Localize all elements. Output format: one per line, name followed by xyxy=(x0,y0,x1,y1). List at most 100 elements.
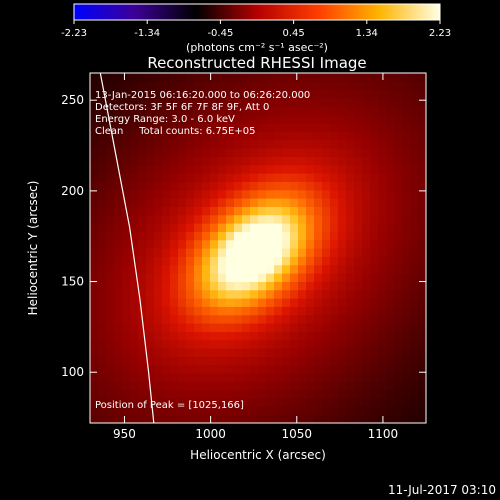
heatmap-cell xyxy=(154,323,163,332)
heatmap-cell xyxy=(186,164,195,174)
heatmap-cell xyxy=(194,289,203,299)
heatmap-cell xyxy=(146,256,155,266)
heatmap-cell xyxy=(362,123,371,132)
heatmap-cell xyxy=(138,331,147,341)
heatmap-cell xyxy=(218,364,227,374)
heatmap-cell xyxy=(362,173,371,182)
heatmap-cell xyxy=(202,156,211,166)
heatmap-cell xyxy=(146,398,155,407)
heatmap-cell xyxy=(402,323,411,332)
heatmap-cell xyxy=(210,373,219,382)
heatmap-cell xyxy=(194,281,203,291)
heatmap-cell xyxy=(290,314,299,324)
heatmap-cell xyxy=(194,181,203,191)
heatmap-cell xyxy=(298,373,307,382)
heatmap-cell xyxy=(378,248,387,257)
heatmap-cell xyxy=(226,156,235,166)
heatmap-cell xyxy=(242,364,251,374)
heatmap-cell xyxy=(202,98,211,107)
heatmap-cell xyxy=(410,156,419,166)
heatmap-cell xyxy=(418,298,426,307)
heatmap-cell xyxy=(394,298,403,307)
heatmap-cell xyxy=(330,323,339,332)
heatmap-cell xyxy=(146,356,155,366)
heatmap-cell xyxy=(282,264,291,274)
heatmap-cell xyxy=(186,198,195,207)
heatmap-cell xyxy=(258,356,267,366)
heatmap-cell xyxy=(306,73,315,82)
x-tick-label: 1000 xyxy=(195,427,226,441)
heatmap-cell xyxy=(378,414,387,423)
heatmap-cell xyxy=(202,198,211,207)
heatmap-cell xyxy=(194,148,203,157)
heatmap-cell xyxy=(378,348,387,357)
heatmap-cell xyxy=(90,239,99,249)
heatmap-cell xyxy=(194,248,203,257)
heatmap-cell xyxy=(306,156,315,166)
heatmap-cell xyxy=(282,298,291,307)
heatmap-cell xyxy=(298,398,307,407)
heatmap-cell xyxy=(154,389,163,399)
heatmap-cell xyxy=(258,98,267,107)
heatmap-cell xyxy=(410,414,419,423)
heatmap-cell xyxy=(138,106,147,116)
heatmap-cell xyxy=(386,389,395,399)
heatmap-cell xyxy=(218,298,227,307)
heatmap-cell xyxy=(234,181,243,191)
heatmap-cell xyxy=(162,73,171,82)
heatmap-cell xyxy=(282,348,291,357)
heatmap-cell xyxy=(258,181,267,191)
heatmap-cell xyxy=(154,256,163,266)
heatmap-cell xyxy=(114,414,123,423)
heatmap-cell xyxy=(386,323,395,332)
heatmap-cell xyxy=(338,173,347,182)
heatmap-cell xyxy=(274,98,283,107)
heatmap-cell xyxy=(370,164,379,174)
heatmap-cell xyxy=(362,189,371,199)
heatmap-cell xyxy=(242,81,251,91)
heatmap-cell xyxy=(98,373,107,382)
heatmap-cell xyxy=(306,123,315,132)
heatmap-cell xyxy=(98,173,107,182)
heatmap-cell xyxy=(378,298,387,307)
heatmap-cell xyxy=(330,89,339,99)
heatmap-cell xyxy=(90,314,99,324)
heatmap-cell xyxy=(162,173,171,182)
heatmap-cell xyxy=(290,89,299,99)
heatmap-cell xyxy=(322,314,331,324)
heatmap-cell xyxy=(346,198,355,207)
annotation-energy-range: Energy Range: 3.0 - 6.0 keV xyxy=(95,114,235,125)
heatmap-cell xyxy=(258,264,267,274)
heatmap-cell xyxy=(266,73,275,82)
heatmap-cell xyxy=(242,198,251,207)
heatmap-cell xyxy=(338,206,347,216)
heatmap-cell xyxy=(234,298,243,307)
heatmap-cell xyxy=(162,114,171,124)
heatmap-cell xyxy=(114,206,123,216)
heatmap-cell xyxy=(322,281,331,291)
heatmap-cell xyxy=(306,81,315,91)
heatmap-cell xyxy=(106,264,115,274)
heatmap-cell xyxy=(98,356,107,366)
heatmap-cell xyxy=(410,356,419,366)
heatmap-cell xyxy=(210,223,219,232)
heatmap-cell xyxy=(290,198,299,207)
heatmap-cell xyxy=(114,223,123,232)
heatmap-cell xyxy=(250,348,259,357)
heatmap-cell xyxy=(146,189,155,199)
heatmap-cell xyxy=(266,231,275,241)
heatmap-cell xyxy=(274,239,283,249)
heatmap-cell xyxy=(378,273,387,282)
heatmap-cell xyxy=(330,306,339,316)
heatmap-cell xyxy=(90,106,99,116)
heatmap-cell xyxy=(162,81,171,91)
heatmap-cell xyxy=(370,281,379,291)
heatmap-cell xyxy=(314,264,323,274)
heatmap-cell xyxy=(306,139,315,149)
heatmap-cell xyxy=(186,373,195,382)
heatmap-cell xyxy=(98,114,107,124)
heatmap-cell xyxy=(330,348,339,357)
heatmap-cell xyxy=(146,214,155,224)
heatmap-cell xyxy=(250,139,259,149)
